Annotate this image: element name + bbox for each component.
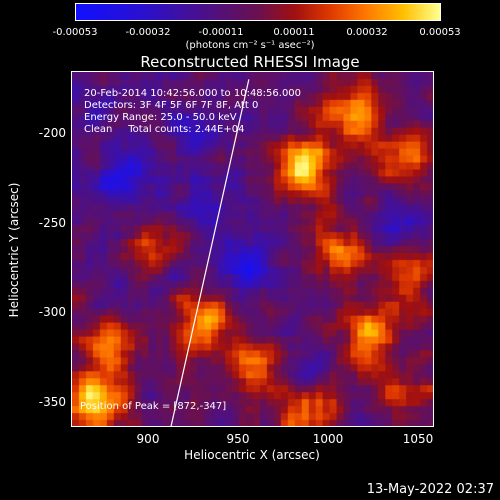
info-detectors: Detectors: 3F 4F 5F 6F 7F 8F, Att 0: [84, 100, 259, 111]
x-tick-label: 1050: [402, 432, 434, 446]
x-tick-label: 950: [226, 432, 250, 446]
colorbar-units: (photons cm⁻² s⁻¹ asec⁻²): [185, 40, 315, 51]
colorbar-tick: -0.00011: [198, 27, 244, 38]
overlay-svg: [170, 79, 250, 426]
colorbar-tick: 0.00032: [346, 27, 388, 38]
colorbar-tick: -0.00032: [125, 27, 171, 38]
info-energy-range: Energy Range: 25.0 - 50.0 keV: [84, 112, 237, 123]
y-tick-label: -300: [38, 305, 66, 319]
chart-title: Reconstructed RHESSI Image: [140, 53, 360, 71]
x-tick-label: 1000: [312, 432, 344, 446]
y-tick-label: -350: [38, 395, 66, 409]
heatmap-canvas: [72, 72, 433, 426]
solar-limb-line: [170, 79, 250, 426]
peak-position: Position of Peak = [872,-347]: [80, 401, 227, 412]
x-axis-label: Heliocentric X (arcsec): [184, 448, 320, 462]
colorbar-tick: 0.00011: [273, 27, 315, 38]
info-clean-counts: Clean Total counts: 2.44E+04: [84, 124, 245, 135]
y-tick-label: -250: [38, 216, 66, 230]
x-tick-label: 900: [136, 432, 160, 446]
colorbar-tick: 0.00053: [419, 27, 461, 38]
y-axis-label: Heliocentric Y (arcsec): [7, 182, 21, 318]
render-timestamp: 13-May-2022 02:37: [366, 482, 494, 497]
colorbar: [75, 3, 441, 21]
y-tick-label: -200: [38, 126, 66, 140]
info-time-range: 20-Feb-2014 10:42:56.000 to 10:48:56.000: [84, 88, 302, 99]
plot-area: 20-Feb-2014 10:42:56.000 to 10:48:56.000…: [71, 71, 434, 427]
colorbar-tick: -0.00053: [52, 27, 98, 38]
